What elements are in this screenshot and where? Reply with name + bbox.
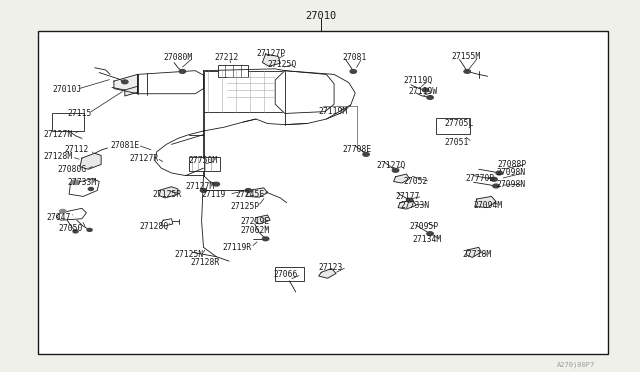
Circle shape [496,171,502,175]
Text: 27052: 27052 [403,177,428,186]
Text: 27119: 27119 [202,190,226,199]
Circle shape [350,70,356,73]
Polygon shape [114,74,138,94]
Polygon shape [466,247,481,257]
Circle shape [406,198,413,202]
Text: 27127N: 27127N [44,130,73,139]
Text: 27066: 27066 [274,270,298,279]
Text: 27051: 27051 [445,138,469,147]
Bar [436,118,470,134]
Text: 27095P: 27095P [410,222,439,231]
Text: 27088P: 27088P [498,160,527,169]
Circle shape [179,70,186,73]
Text: 27080M: 27080M [163,53,193,62]
Text: 27125N: 27125N [174,250,204,259]
Text: A270)00P7: A270)00P7 [557,361,595,368]
Text: 27733N: 27733N [400,201,429,210]
Text: 27128Q: 27128Q [140,222,169,231]
Polygon shape [80,153,101,169]
Text: 27094M: 27094M [474,201,503,210]
Bar [38,31,608,354]
Text: 27705L: 27705L [445,119,474,128]
Text: 27080G: 27080G [58,165,87,174]
Text: 27125R: 27125R [152,190,182,199]
Circle shape [427,96,433,99]
Circle shape [213,182,220,186]
Polygon shape [161,219,173,226]
Polygon shape [398,200,416,209]
Text: 27708E: 27708E [342,145,372,154]
Circle shape [422,88,429,92]
Text: 27134M: 27134M [413,235,442,244]
Text: 27115: 27115 [67,109,92,118]
Text: 27119Q: 27119Q [403,76,433,84]
Bar [52,113,84,131]
Circle shape [493,184,499,188]
Polygon shape [155,69,355,176]
Text: 27050: 27050 [59,224,83,233]
Circle shape [87,228,92,231]
Circle shape [245,189,252,192]
Text: 27125P: 27125P [230,202,260,211]
Polygon shape [275,71,334,113]
Text: 27177: 27177 [396,192,420,201]
Text: 27128R: 27128R [191,258,220,267]
Text: 27127R: 27127R [129,154,159,163]
Polygon shape [69,179,99,196]
Polygon shape [56,208,86,220]
Polygon shape [262,54,280,66]
Polygon shape [125,86,138,96]
Circle shape [60,209,66,213]
Circle shape [427,232,433,235]
Text: 27127P: 27127P [256,49,285,58]
Polygon shape [319,269,336,278]
Circle shape [363,153,369,156]
Circle shape [262,237,269,241]
Text: 27098N: 27098N [496,169,525,177]
Polygon shape [475,196,496,208]
Polygon shape [255,215,270,224]
Text: 27750M: 27750M [189,156,218,165]
Text: 27123: 27123 [319,263,343,272]
Text: 27219E: 27219E [240,217,269,226]
Text: 27155M: 27155M [451,52,481,61]
Text: 27125Q: 27125Q [268,60,297,68]
Polygon shape [138,71,204,94]
Circle shape [72,180,79,185]
Circle shape [464,70,470,73]
Bar [275,267,304,281]
Circle shape [88,187,93,190]
Text: 27128M: 27128M [44,153,73,161]
Text: 27127M: 27127M [186,182,215,191]
Text: 27062M: 27062M [240,226,269,235]
Bar [218,65,248,77]
Text: 27098N: 27098N [496,180,525,189]
Polygon shape [159,187,178,198]
Text: 27119M: 27119M [319,107,348,116]
Text: 27119R: 27119R [223,243,252,252]
Text: 27127Q: 27127Q [376,161,406,170]
Text: 27047: 27047 [46,213,70,222]
Text: 27010J: 27010J [52,85,82,94]
Circle shape [491,177,497,181]
Text: 27112: 27112 [64,145,88,154]
Text: 27718M: 27718M [462,250,492,259]
Circle shape [200,189,207,192]
Circle shape [392,169,399,172]
Bar [204,71,284,112]
Polygon shape [246,188,268,197]
Polygon shape [394,174,410,183]
Circle shape [122,80,128,84]
Text: 27081E: 27081E [110,141,140,150]
Bar [189,157,220,171]
Text: 27212: 27212 [214,53,239,62]
Text: 27081: 27081 [342,53,367,62]
Text: 27119W: 27119W [408,87,438,96]
Text: 27010: 27010 [306,11,337,20]
Text: 27770B: 27770B [466,174,495,183]
Circle shape [73,230,78,233]
Text: 27733M: 27733M [67,178,97,187]
Text: 27245E: 27245E [236,190,265,199]
